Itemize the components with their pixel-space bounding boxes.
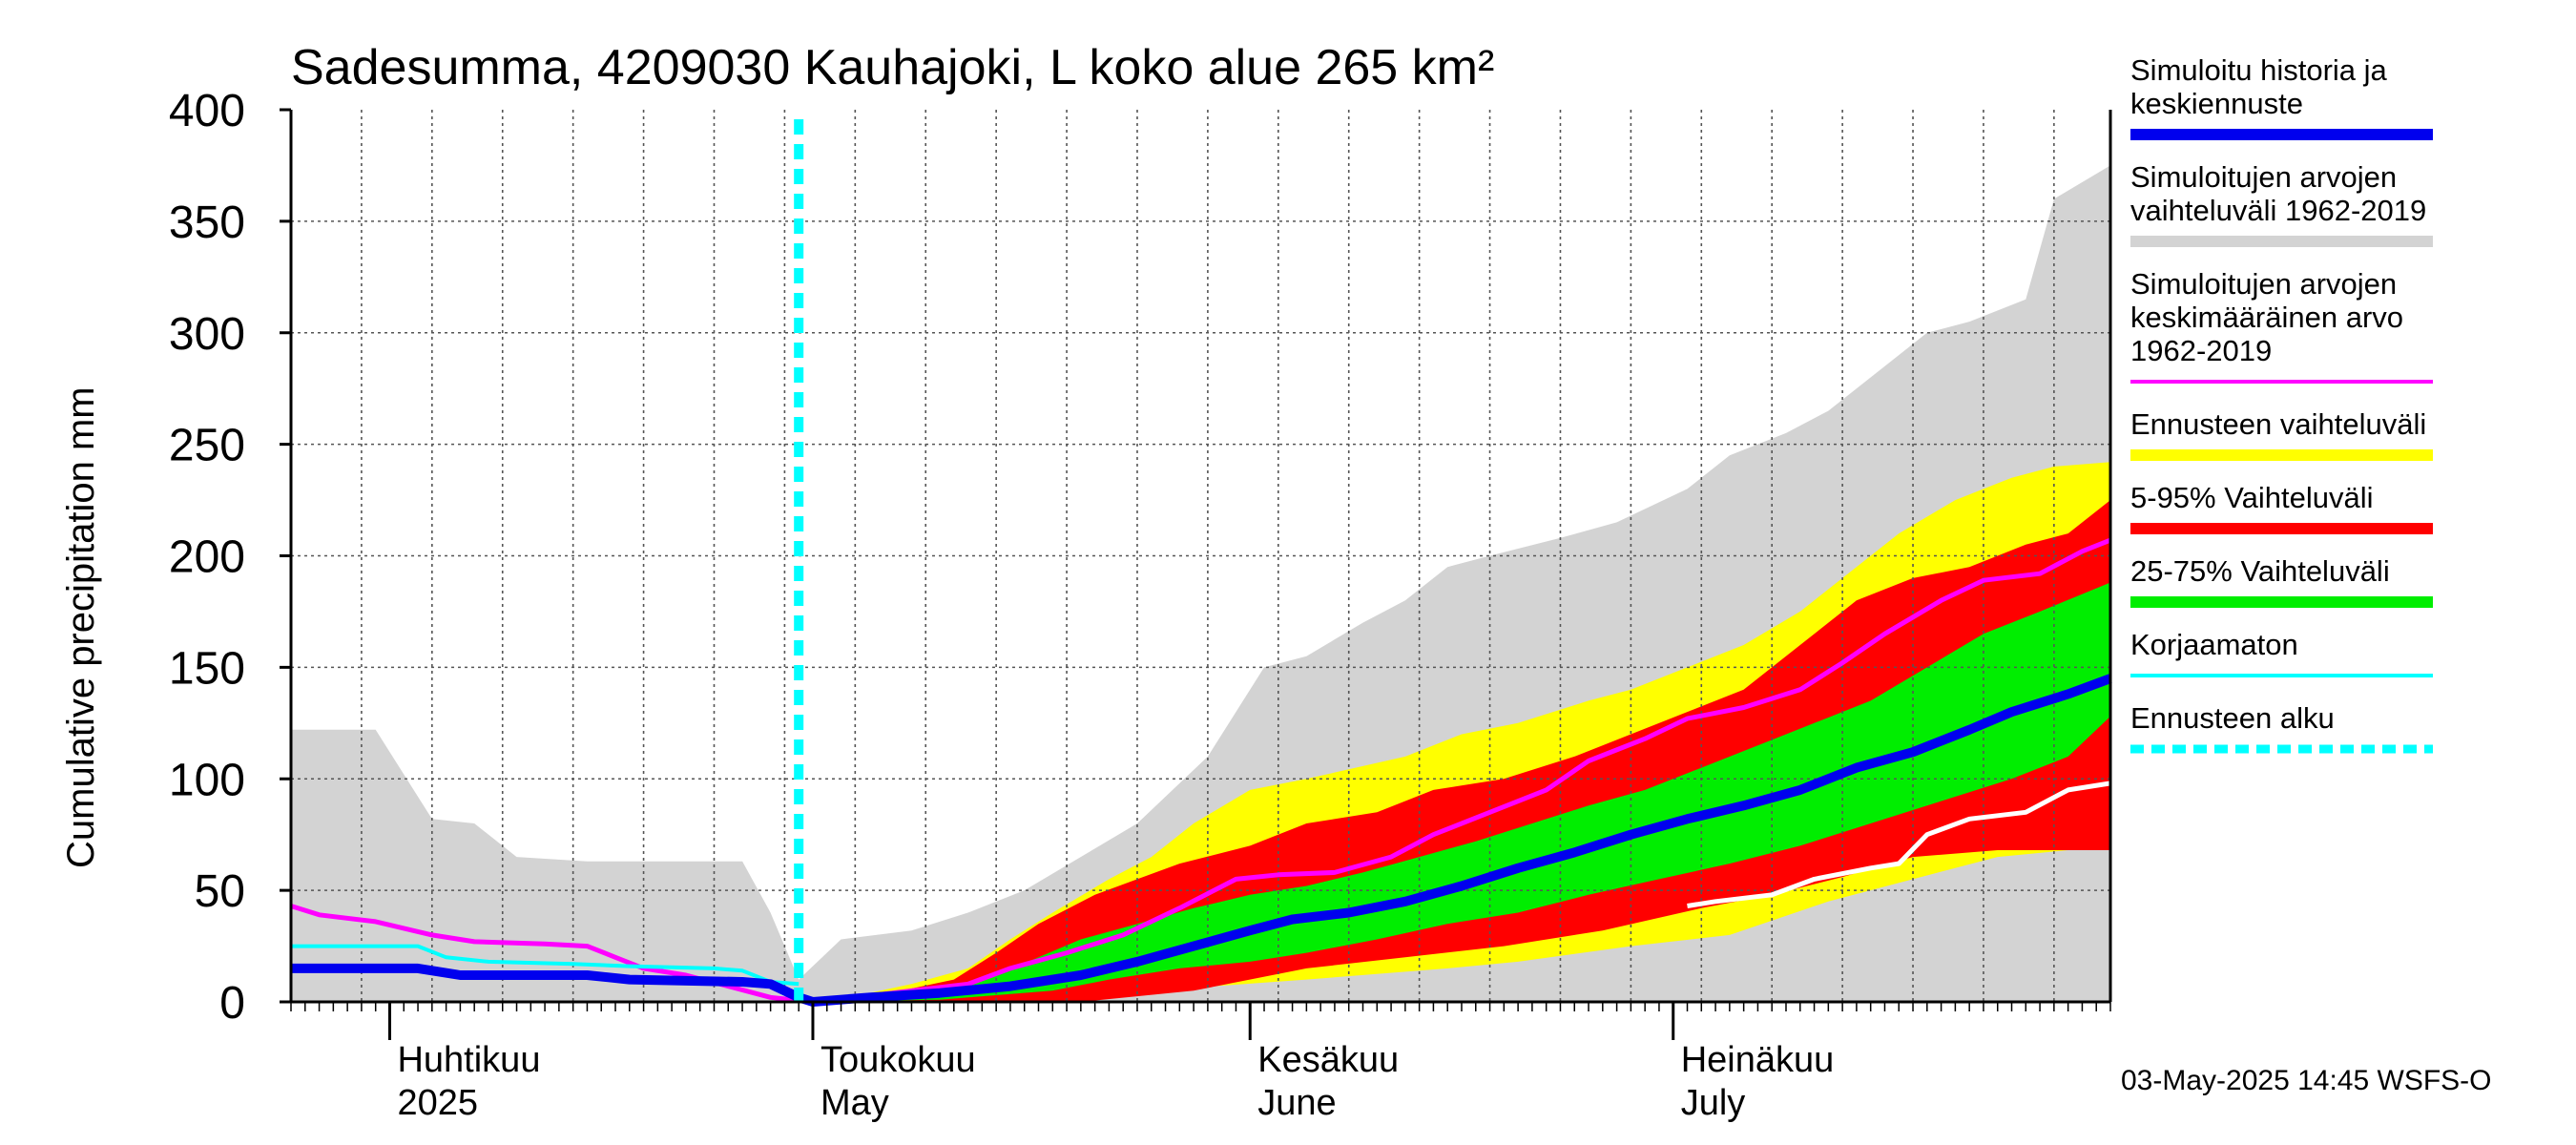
y-tick-label: 200 [169, 532, 245, 583]
line-observed_low [1687, 781, 2111, 908]
y-tick-label: 50 [195, 866, 245, 917]
y-tick-label: 300 [169, 309, 245, 360]
month-label-sub: May [821, 1083, 889, 1123]
legend-label: Ennusteen vaihteluväli [2130, 407, 2426, 441]
month-label-sub: July [1681, 1083, 1746, 1123]
axes [289, 110, 2112, 1040]
series-lines [290, 119, 2112, 1007]
month-label-sub: 2025 [397, 1083, 478, 1123]
month-label: Kesäkuu [1257, 1040, 1399, 1080]
legend-label: keskiennuste [2130, 87, 2303, 120]
legend-label: Korjaamaton [2130, 628, 2298, 661]
legend-label: vaihteluväli 1962-2019 [2130, 194, 2426, 227]
grid-lines [291, 110, 2110, 1002]
month-label-sub: June [1257, 1083, 1336, 1123]
legend-label: Ennusteen alku [2130, 701, 2335, 735]
month-label: Heinäkuu [1681, 1040, 1835, 1080]
y-tick-label: 350 [169, 198, 245, 248]
legend-label: Simuloitu historia ja [2130, 53, 2388, 87]
y-tick-labels: 0 50 100 150 200 250 300 350 400 [169, 86, 291, 1029]
legend-label: Simuloitujen arvojen [2130, 267, 2397, 301]
y-tick-label: 0 [219, 978, 245, 1029]
y-tick-label: 100 [169, 755, 245, 805]
y-axis-label: Cumulative precipitation mm [60, 386, 102, 868]
band-p5_95 [799, 500, 2111, 1002]
month-label: Huhtikuu [397, 1040, 540, 1080]
legend-label: 5-95% Vaihteluväli [2130, 481, 2373, 514]
line-uncorrected [291, 944, 800, 987]
legend-label: 1962-2019 [2130, 334, 2272, 367]
y-tick-label: 150 [169, 643, 245, 694]
legend-label: keskimääräinen arvo [2130, 301, 2403, 334]
y-tick-label: 250 [169, 421, 245, 471]
legend-label: 25-75% Vaihteluväli [2130, 554, 2390, 588]
timestamp-footer: 03-May-2025 14:45 WSFS-O [2121, 1065, 2492, 1096]
range-bands [291, 165, 2111, 1002]
line-sim_history [291, 674, 2112, 1007]
legend-label: Simuloitujen arvojen [2130, 160, 2397, 194]
chart-title: Sadesumma, 4209030 Kauhajoki, L koko alu… [291, 40, 1494, 95]
y-tick-label: 400 [169, 86, 245, 136]
band-p25_75 [799, 582, 2111, 1002]
line-history_mean [290, 537, 2111, 1005]
month-label: Toukokuu [821, 1040, 976, 1080]
